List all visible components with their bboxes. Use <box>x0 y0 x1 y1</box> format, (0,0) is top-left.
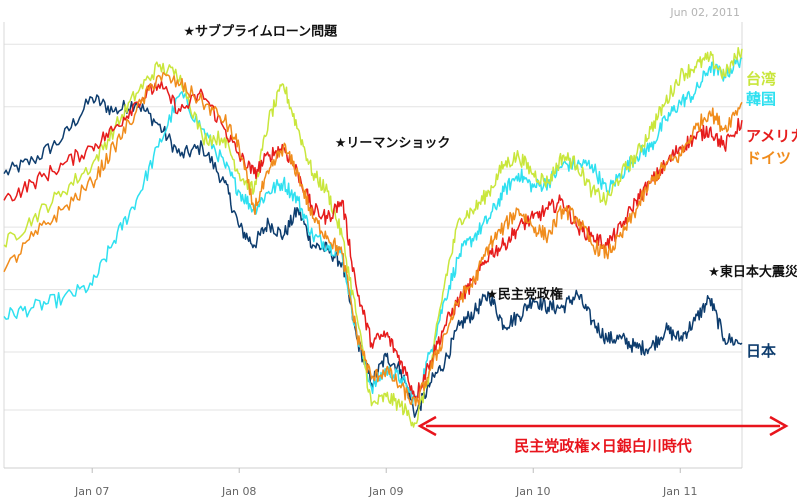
x-tick-label-4: Jan 11 <box>662 485 697 498</box>
legend-entry-3: ドイツ <box>746 149 791 167</box>
period-arrow: 民主党政権×日銀白川時代 <box>417 415 789 455</box>
arrow-head-left <box>417 415 437 437</box>
legend-entry-1: 韓国 <box>746 90 776 108</box>
arrow-head-right <box>769 415 789 437</box>
series-lines <box>3 46 743 428</box>
series-line-0 <box>3 94 743 418</box>
event-annotations: ★サブプライムローン問題 ★リーマンショック ★民主党政権 ★東日本大震災 <box>183 23 797 302</box>
x-tick-label-2: Jan 09 <box>368 485 403 498</box>
gridlines <box>3 22 743 468</box>
x-axis: Jan 07 Jan 08 Jan 09 Jan 10 Jan 11 <box>4 467 742 498</box>
x-tick-label-0: Jan 07 <box>74 485 109 498</box>
legend-entry-4: 日本 <box>746 342 776 360</box>
date-stamp: Jun 02, 2011 <box>669 6 740 19</box>
event-label-1: ★リーマンショック <box>335 136 451 151</box>
event-label-0: ★サブプライムローン問題 <box>183 23 338 39</box>
legend-entry-2: アメリカ <box>746 127 797 145</box>
arrow-label: 民主党政権×日銀白川時代 <box>514 437 692 455</box>
series-line-3 <box>3 80 743 399</box>
x-tick-label-1: Jan 08 <box>221 485 256 498</box>
series-line-4 <box>3 71 743 407</box>
legend: 台湾韓国アメリカドイツ日本 <box>746 70 797 360</box>
x-tick-label-3: Jan 10 <box>515 485 550 498</box>
event-label-2: ★民主党政権 <box>486 287 563 303</box>
event-label-3: ★東日本大震災 <box>708 264 797 280</box>
series-line-2 <box>3 46 743 428</box>
legend-entry-0: 台湾 <box>746 70 776 88</box>
